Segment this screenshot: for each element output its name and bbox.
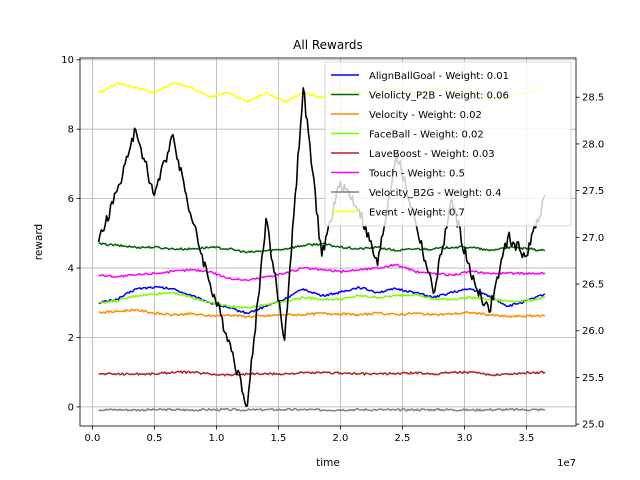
- y-tick-label: 6: [68, 194, 74, 205]
- x-tick-label: 3.0: [456, 433, 472, 444]
- x-tick-label: 0.0: [84, 433, 100, 444]
- legend-label: AlignBallGoal - Weight: 0.01: [369, 71, 509, 82]
- x-tick-label: 1.0: [208, 433, 224, 444]
- plot-frame: [79, 57, 577, 427]
- chart-title: All Rewards: [293, 38, 363, 52]
- tick-layer: 0.0 0.5 1.0 1.5 2.0 2.5 3.0 3.5 0 2 4 6 8 10 25.0 25.5 2…: [61, 55, 604, 444]
- y2-tick-label: 25.0: [582, 420, 604, 431]
- x-tick-label: 0.5: [146, 433, 162, 444]
- x-tick-label: 2.5: [394, 433, 410, 444]
- series-line: [98, 370, 546, 377]
- series-line: [98, 291, 546, 309]
- y-tick-label: 8: [68, 125, 74, 136]
- y2-tick-label: 27.5: [582, 186, 604, 197]
- series-line: [98, 285, 546, 315]
- y-tick-label: 2: [68, 333, 74, 344]
- y2-tick-label: 27.0: [582, 233, 604, 244]
- legend-label: Velocity_B2G - Weight: 0.4: [369, 188, 501, 199]
- y-axis-label: reward: [33, 224, 45, 260]
- legend-label: Velolicty_P2B - Weight: 0.06: [369, 91, 509, 102]
- x-tick-label: 1.5: [270, 433, 286, 444]
- y2-tick-label: 28.0: [582, 139, 604, 150]
- series-line: [97, 87, 546, 407]
- y-tick-label: 0: [68, 402, 74, 413]
- series-line: [98, 407, 546, 412]
- series-line: [98, 308, 546, 319]
- legend-label: Event - Weight: 0.7: [369, 208, 465, 219]
- x-axis-label: time: [316, 457, 340, 469]
- legend-label: Touch - Weight: 0.5: [368, 169, 465, 180]
- legend-label: Velocity - Weight: 0.02: [369, 110, 482, 121]
- y2-tick-label: 26.5: [582, 280, 604, 291]
- x-tick-label: 3.5: [518, 433, 534, 444]
- legend-label: FaceBall - Weight: 0.02: [369, 130, 484, 141]
- y2-tick-label: 28.5: [582, 93, 604, 104]
- legend: AlignBallGoal - Weight: 0.01 Velolicty_P2…: [324, 61, 572, 227]
- x-offset-label: 1e7: [557, 458, 576, 469]
- x-tick-label: 2.0: [332, 433, 348, 444]
- legend-label: LaveBoost - Weight: 0.03: [369, 149, 495, 160]
- y2-tick-label: 26.0: [582, 326, 604, 337]
- y2-tick-label: 25.5: [582, 373, 604, 384]
- y-tick-label: 10: [61, 55, 74, 66]
- y-tick-label: 4: [68, 264, 74, 275]
- series-line: [98, 242, 546, 254]
- legend-box: [324, 61, 572, 227]
